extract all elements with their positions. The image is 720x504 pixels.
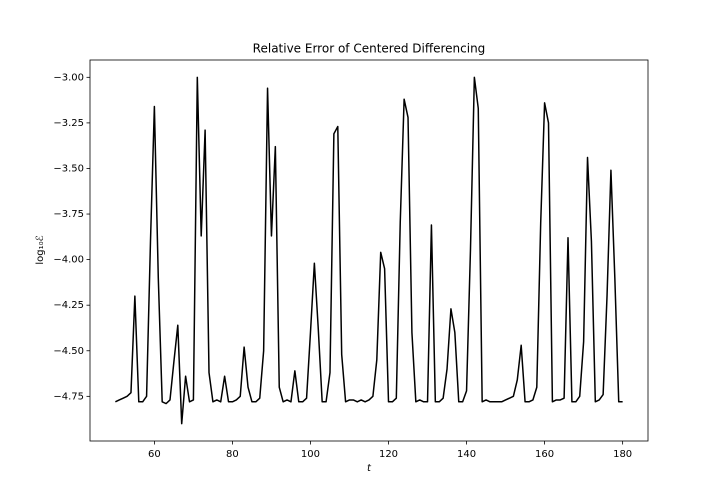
y-tick-label: −4.50	[53, 346, 84, 357]
data-line	[115, 76, 623, 425]
x-tick-label: 100	[301, 449, 320, 460]
x-tick-label: 160	[535, 449, 554, 460]
chart-title: Relative Error of Centered Differencing	[253, 42, 486, 56]
y-tick-label: −3.00	[53, 72, 84, 83]
x-tick-label: 180	[613, 449, 632, 460]
plot-frame	[89, 59, 649, 442]
y-tick-label: −4.00	[53, 255, 84, 266]
x-tick-label: 60	[148, 449, 161, 460]
y-tick-label: −4.25	[53, 300, 84, 311]
y-tick-label: −3.25	[53, 118, 84, 129]
x-tick-label: 80	[226, 449, 239, 460]
y-tick-label: −4.75	[53, 391, 84, 402]
y-axis-label: log₁₀ℰ	[35, 235, 46, 264]
y-tick-label: −3.50	[53, 163, 84, 174]
x-tick-label: 140	[457, 449, 476, 460]
y-tick-label: −3.75	[53, 209, 84, 220]
x-axis-label: t	[367, 463, 372, 474]
x-tick-label: 120	[379, 449, 398, 460]
